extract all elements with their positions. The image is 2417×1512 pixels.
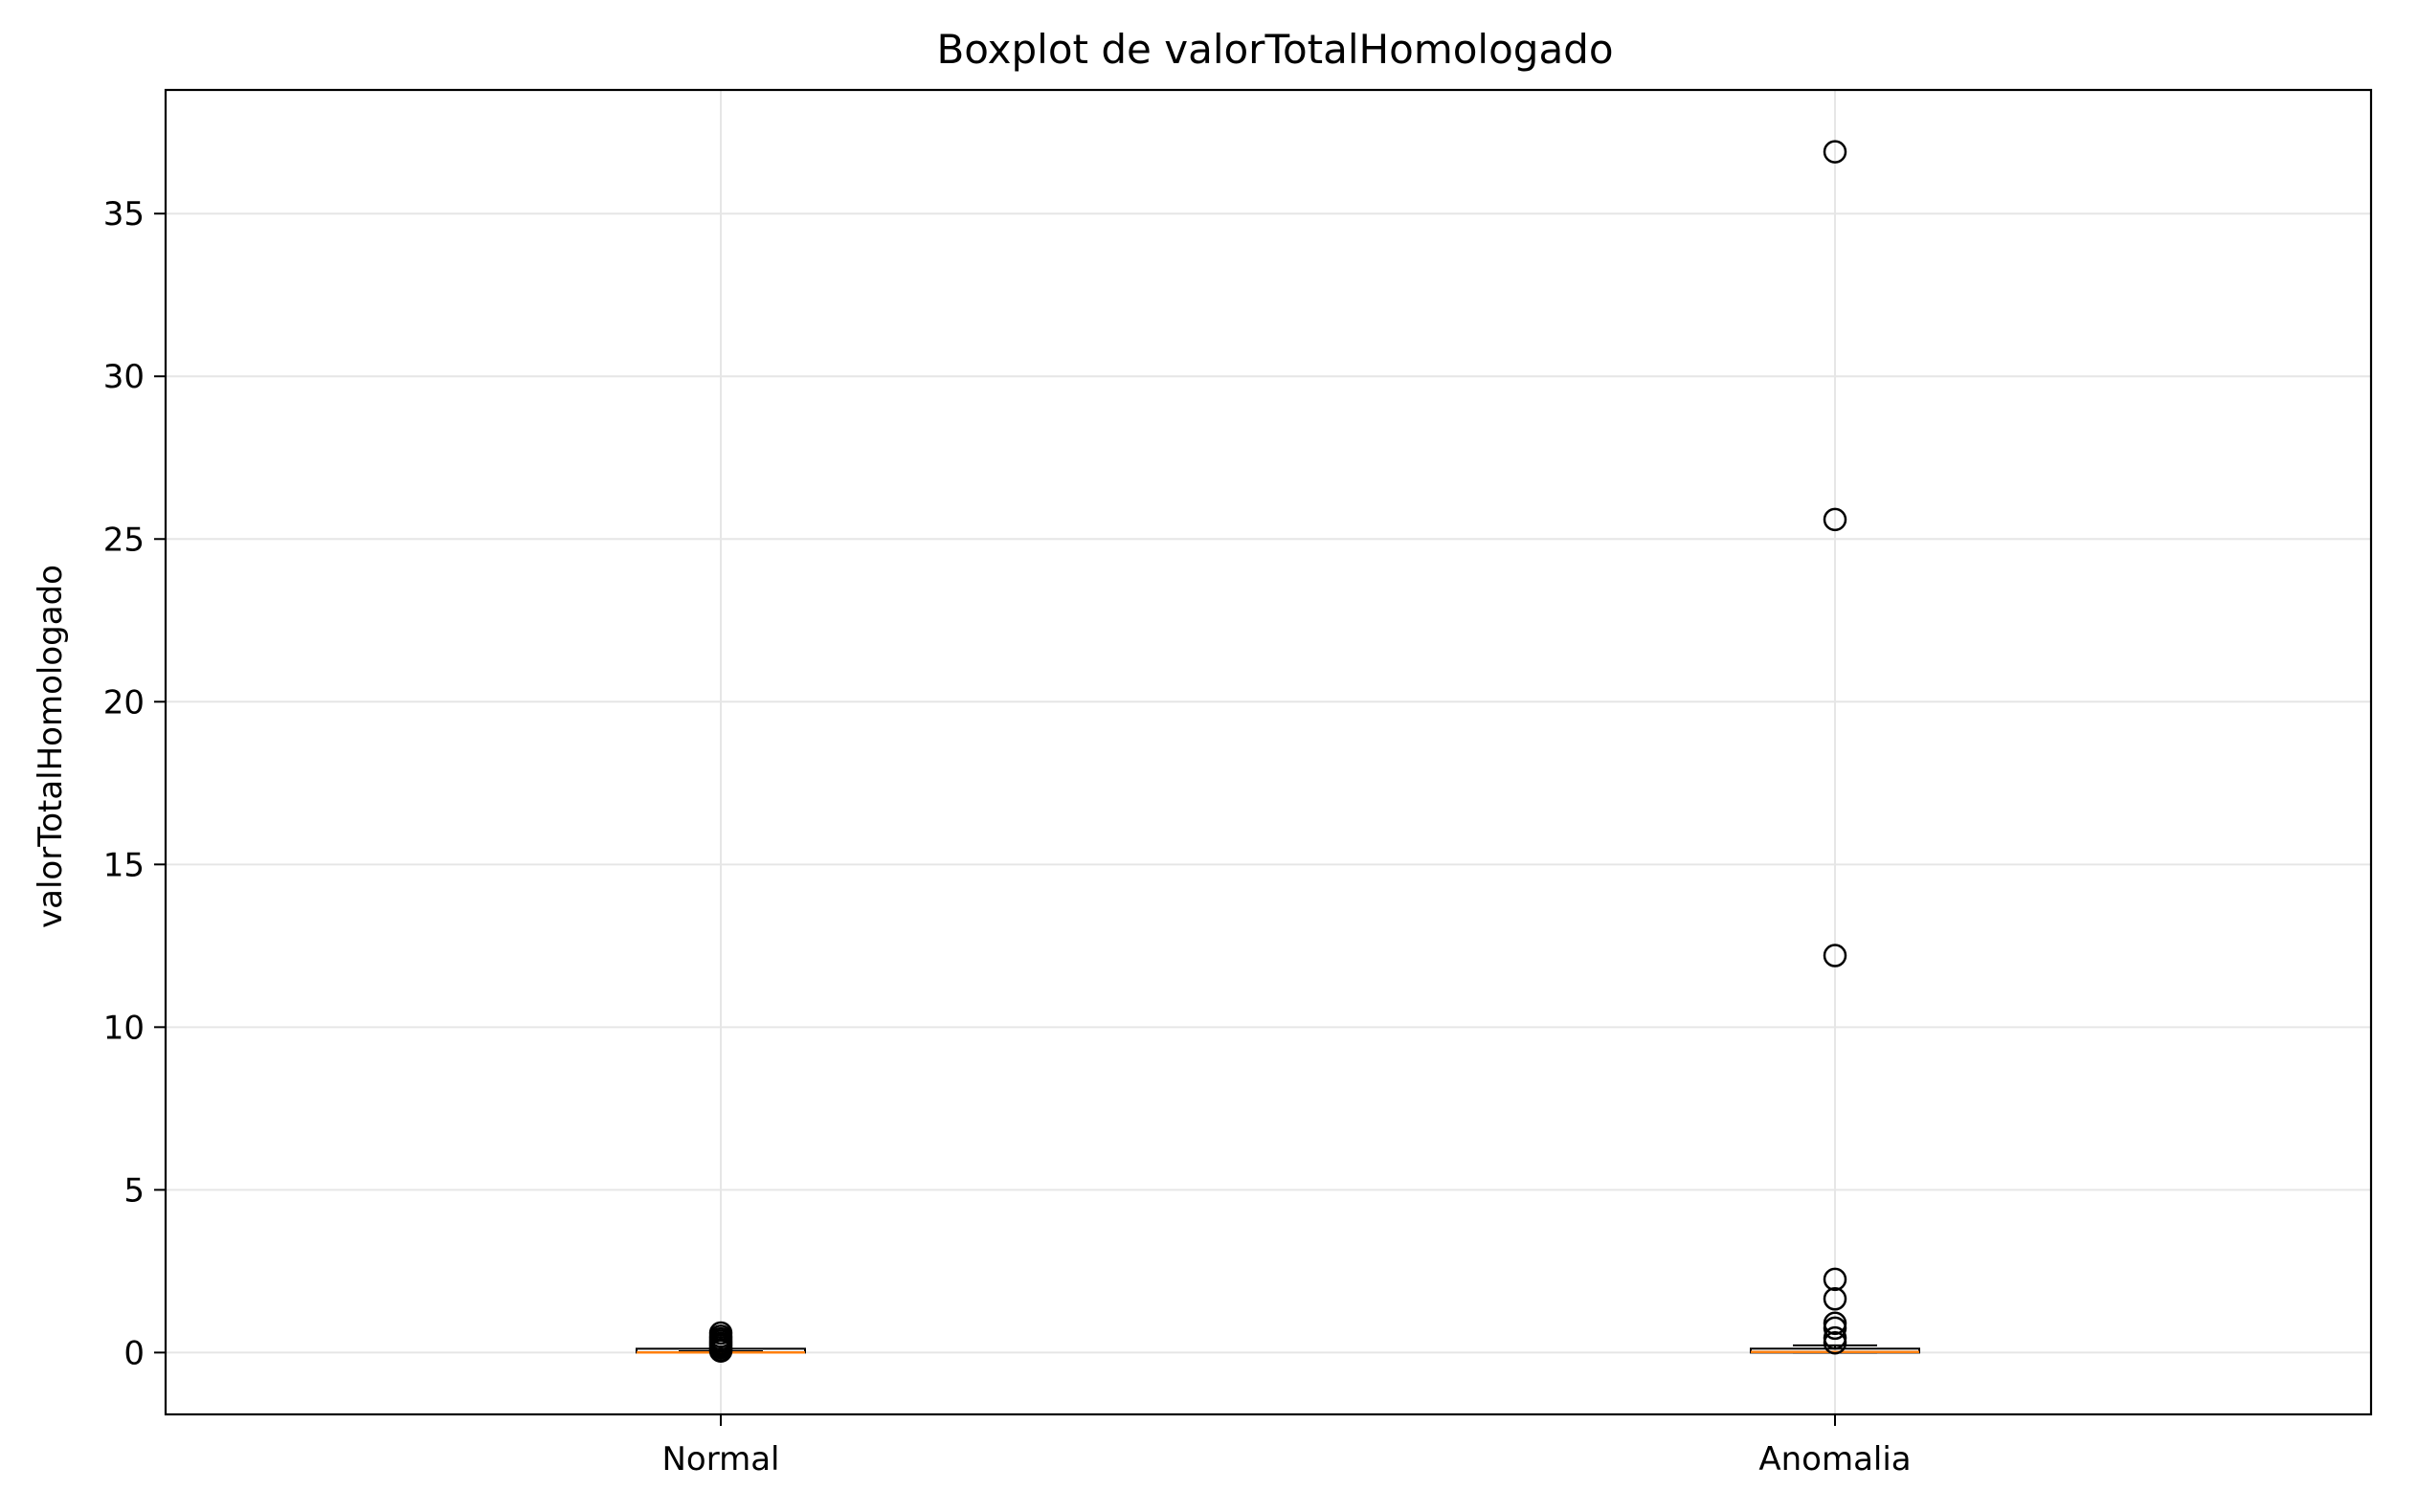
x-tick-label: Normal bbox=[661, 1440, 779, 1479]
y-tick-label: 15 bbox=[103, 846, 145, 884]
box-group-anomalia bbox=[1750, 140, 1920, 1355]
x-tick-label: Anomalia bbox=[1758, 1440, 1911, 1479]
outlier-point bbox=[1823, 1287, 1847, 1311]
boxes bbox=[636, 140, 1920, 1363]
y-tick-label: 35 bbox=[103, 195, 145, 233]
outlier-point bbox=[1823, 1330, 1847, 1355]
outlier-point bbox=[1823, 1316, 1847, 1341]
outlier-point bbox=[708, 1339, 733, 1363]
outlier-point bbox=[1823, 507, 1847, 532]
box-group-normal bbox=[636, 1321, 806, 1363]
y-tick-label: 5 bbox=[123, 1171, 145, 1210]
y-tick-label: 0 bbox=[123, 1334, 145, 1372]
outlier-point bbox=[1823, 944, 1847, 967]
tick-marks: 0 5 10 15 20 25 30 35 Normal Anomalia bbox=[103, 195, 1912, 1479]
y-axis-label: valorTotalHomologado bbox=[32, 565, 70, 928]
chart-title: Boxplot de valorTotalHomologado bbox=[936, 26, 1613, 73]
outlier-point bbox=[1823, 140, 1847, 164]
y-tick-label: 30 bbox=[103, 358, 145, 396]
y-tick-label: 10 bbox=[103, 1009, 145, 1047]
outlier-point bbox=[1823, 1267, 1847, 1292]
plot-area-frame bbox=[164, 88, 2373, 1416]
y-tick-label: 20 bbox=[103, 683, 145, 722]
y-tick-label: 25 bbox=[103, 521, 145, 559]
grid-lines bbox=[166, 90, 2371, 1414]
